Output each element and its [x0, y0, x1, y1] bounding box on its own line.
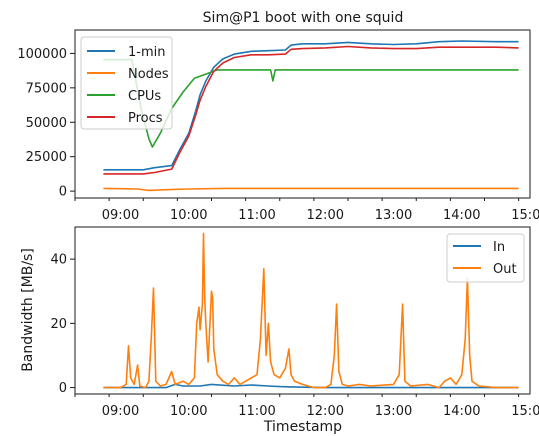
legend-label-cpus: CPUs	[128, 89, 161, 104]
top-legend-box	[80, 36, 173, 130]
x-tick-label: 10:00	[170, 404, 207, 419]
x-tick-label: 11:00	[238, 208, 275, 223]
x-axis-label: Timestamp	[263, 419, 342, 435]
legend-label-procs: Procs	[128, 111, 163, 126]
x-tick-label: 15:00	[511, 404, 539, 419]
x-tick-label: 13:00	[375, 404, 412, 419]
series-line-procs	[103, 45, 519, 175]
y-tick-label: 25000	[26, 150, 67, 165]
x-tick-label: 15:00	[511, 208, 539, 223]
top-plot-frame	[74, 29, 531, 199]
y-tick-label: 100000	[17, 47, 67, 62]
top-panel: 0 25000 50000 75000 100000 09:00 10:00 11:00 12:…	[17, 40, 539, 223]
y-tick-label: 0	[59, 381, 67, 396]
series-line-1-min	[103, 40, 519, 171]
bottom-legend: In Out	[446, 233, 525, 283]
bottom-plot-frame	[74, 226, 531, 395]
x-tick-label: 10:00	[170, 208, 207, 223]
x-tick-label: 13:00	[375, 208, 412, 223]
legend-label-nodes: Nodes	[128, 67, 169, 82]
series-line-out	[103, 232, 519, 389]
legend-label-out: Out	[493, 262, 517, 277]
y-tick-label: 0	[59, 185, 67, 200]
chart-title: Sim@P1 boot with one squid	[203, 10, 404, 26]
x-tick-label: 14:00	[443, 404, 480, 419]
x-tick-label: 09:00	[102, 208, 139, 223]
y-tick-label: 20	[50, 317, 67, 332]
legend-label-in: In	[493, 240, 505, 255]
series-line-cpus	[103, 58, 519, 148]
y-tick-label: 40	[50, 253, 67, 268]
x-tick-label: 12:00	[307, 404, 344, 419]
bottom-panel: 0 20 40 09:00 10:00 11:00 12:00 13:00 14:00 15:00	[50, 232, 539, 419]
x-tick-label: 11:00	[238, 404, 275, 419]
x-tick-label: 12:00	[307, 208, 344, 223]
y-axis-label: Bandwidth [MB/s]	[20, 248, 36, 372]
top-legend: 1-min Nodes CPUs Procs	[80, 36, 173, 130]
x-tick-label: 14:00	[443, 208, 480, 223]
legend-label-1min: 1-min	[128, 45, 165, 60]
y-tick-label: 50000	[26, 116, 67, 131]
x-tick-label: 09:00	[102, 404, 139, 419]
series-line-nodes	[103, 187, 519, 192]
y-tick-label: 75000	[26, 81, 67, 96]
